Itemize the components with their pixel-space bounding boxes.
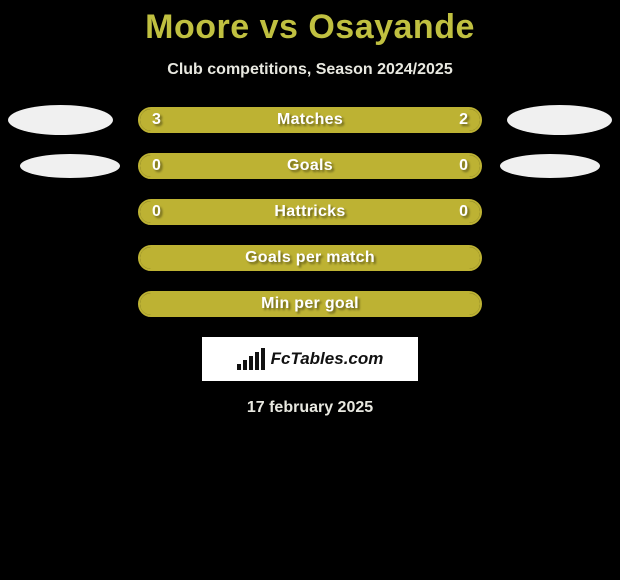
- logo-bar: [249, 356, 253, 370]
- stat-row: Goals per match: [0, 245, 620, 271]
- stat-value-right: 2: [459, 111, 468, 129]
- stat-value-right: 0: [459, 203, 468, 221]
- attribution-badge: FcTables.com: [202, 337, 418, 381]
- page-title: Moore vs Osayande: [0, 8, 620, 47]
- stat-bar: 3 2 Matches: [138, 107, 482, 133]
- stat-label: Matches: [277, 111, 343, 129]
- stat-row: Min per goal: [0, 291, 620, 317]
- right-ellipse-icon: [500, 154, 600, 178]
- stat-label: Goals per match: [245, 249, 375, 267]
- left-ellipse-icon: [8, 105, 113, 135]
- stat-value-right: 0: [459, 157, 468, 175]
- bar-fill-right: [310, 155, 480, 177]
- bar-fill-left: [140, 155, 310, 177]
- stat-label: Goals: [287, 157, 333, 175]
- stat-row: 0 0 Goals: [0, 153, 620, 179]
- logo-bar: [237, 364, 241, 370]
- stat-bar: Goals per match: [138, 245, 482, 271]
- comparison-card: Moore vs Osayande Club competitions, Sea…: [0, 0, 620, 417]
- right-ellipse-icon: [507, 105, 612, 135]
- stat-label: Hattricks: [274, 203, 345, 221]
- stat-row: 0 0 Hattricks: [0, 199, 620, 225]
- logo-bar: [261, 348, 265, 370]
- stat-bar: 0 0 Goals: [138, 153, 482, 179]
- stat-row: 3 2 Matches: [0, 107, 620, 133]
- stat-value-left: 0: [152, 157, 161, 175]
- stat-rows: 3 2 Matches 0 0 Goals 0 0 Hattricks Goals per mat…: [0, 107, 620, 317]
- date-label: 17 february 2025: [0, 399, 620, 417]
- stat-value-left: 0: [152, 203, 161, 221]
- stat-bar: Min per goal: [138, 291, 482, 317]
- stat-label: Min per goal: [261, 295, 359, 313]
- logo-bar: [255, 352, 259, 370]
- fctables-logo-icon: [237, 348, 265, 370]
- stat-value-left: 3: [152, 111, 161, 129]
- logo-bar: [243, 360, 247, 370]
- left-ellipse-icon: [20, 154, 120, 178]
- subtitle: Club competitions, Season 2024/2025: [0, 61, 620, 79]
- stat-bar: 0 0 Hattricks: [138, 199, 482, 225]
- attribution-text: FcTables.com: [271, 349, 384, 369]
